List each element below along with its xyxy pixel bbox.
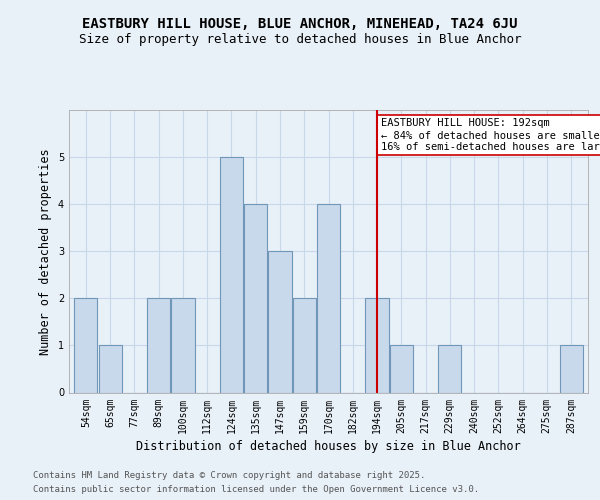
Text: Contains public sector information licensed under the Open Government Licence v3: Contains public sector information licen… [33,484,479,494]
Text: Contains HM Land Registry data © Crown copyright and database right 2025.: Contains HM Land Registry data © Crown c… [33,472,425,480]
Bar [74,298,97,392]
Bar [365,298,389,392]
Bar [244,204,267,392]
Bar [293,298,316,392]
Bar [147,298,170,392]
Text: EASTBURY HILL HOUSE, BLUE ANCHOR, MINEHEAD, TA24 6JU: EASTBURY HILL HOUSE, BLUE ANCHOR, MINEHE… [82,18,518,32]
Bar [220,157,243,392]
Text: Size of property relative to detached houses in Blue Anchor: Size of property relative to detached ho… [79,32,521,46]
X-axis label: Distribution of detached houses by size in Blue Anchor: Distribution of detached houses by size … [136,440,521,452]
Bar [172,298,194,392]
Bar [560,346,583,393]
Bar [268,252,292,392]
Text: EASTBURY HILL HOUSE: 192sqm
← 84% of detached houses are smaller (27)
16% of sem: EASTBURY HILL HOUSE: 192sqm ← 84% of det… [380,118,600,152]
Bar [438,346,461,393]
Y-axis label: Number of detached properties: Number of detached properties [40,148,52,354]
Bar [99,346,122,393]
Bar [317,204,340,392]
Bar [390,346,413,393]
